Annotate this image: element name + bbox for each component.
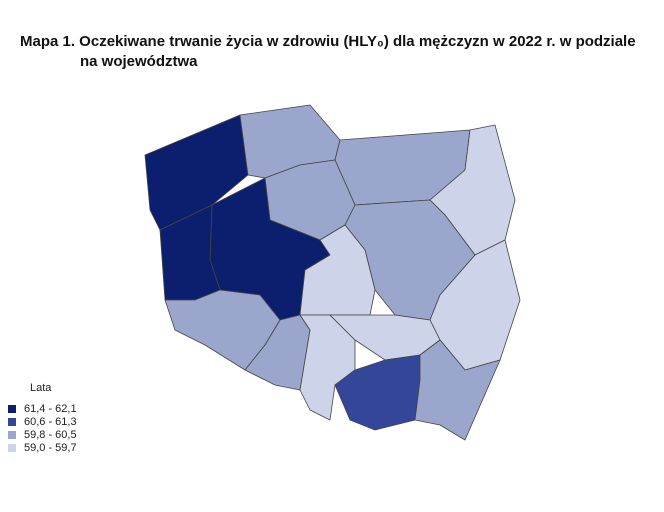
- legend-swatch: [8, 431, 16, 439]
- legend-swatch: [8, 444, 16, 452]
- legend: 61,4 - 62,160,6 - 61,359,8 - 60,559,0 - …: [8, 403, 77, 454]
- legend-label: 59,8 - 60,5: [24, 429, 77, 441]
- regions: [144, 104, 521, 441]
- legend-swatch: [8, 405, 16, 413]
- legend-title: Lata: [30, 382, 52, 394]
- region: [414, 339, 501, 441]
- legend-label: 60,6 - 61,3: [24, 416, 77, 428]
- map-title: Mapa 1. Oczekiwane trwanie życia w zdrow…: [20, 33, 636, 70]
- legend-label: 61,4 - 62,1: [24, 403, 77, 415]
- legend-label: 59,0 - 59,7: [24, 442, 77, 454]
- legend-swatch: [8, 418, 16, 426]
